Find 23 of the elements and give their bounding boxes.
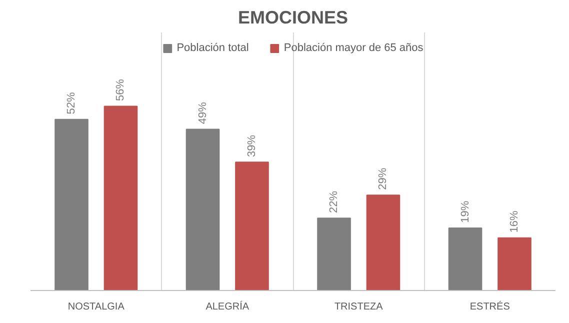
bar <box>498 237 532 290</box>
bar <box>104 106 138 290</box>
data-label: 56% <box>114 78 127 102</box>
x-tick-label: ALEGRÍA <box>206 300 250 312</box>
data-label: 16% <box>508 210 520 233</box>
legend-label: Población total <box>176 42 249 54</box>
x-tick-label: NOSTALGIA <box>68 302 125 312</box>
x-tick-label: ESTRÉS <box>470 300 510 312</box>
bar <box>54 118 88 290</box>
bar <box>366 194 400 290</box>
bar <box>317 218 351 290</box>
chart-title: EMOCIONES <box>238 8 348 28</box>
bar <box>186 128 220 290</box>
data-label: 49% <box>196 102 209 124</box>
bar <box>448 227 482 290</box>
data-label: 22% <box>328 190 340 213</box>
legend-label: Población mayor de 65 años <box>284 42 424 54</box>
data-label: 19% <box>459 200 472 223</box>
data-label: 29% <box>377 168 390 190</box>
data-label: 52% <box>66 92 78 114</box>
x-tick-label: TRISTEZA <box>334 302 384 312</box>
data-label: 39% <box>246 134 258 157</box>
bar <box>235 162 269 290</box>
